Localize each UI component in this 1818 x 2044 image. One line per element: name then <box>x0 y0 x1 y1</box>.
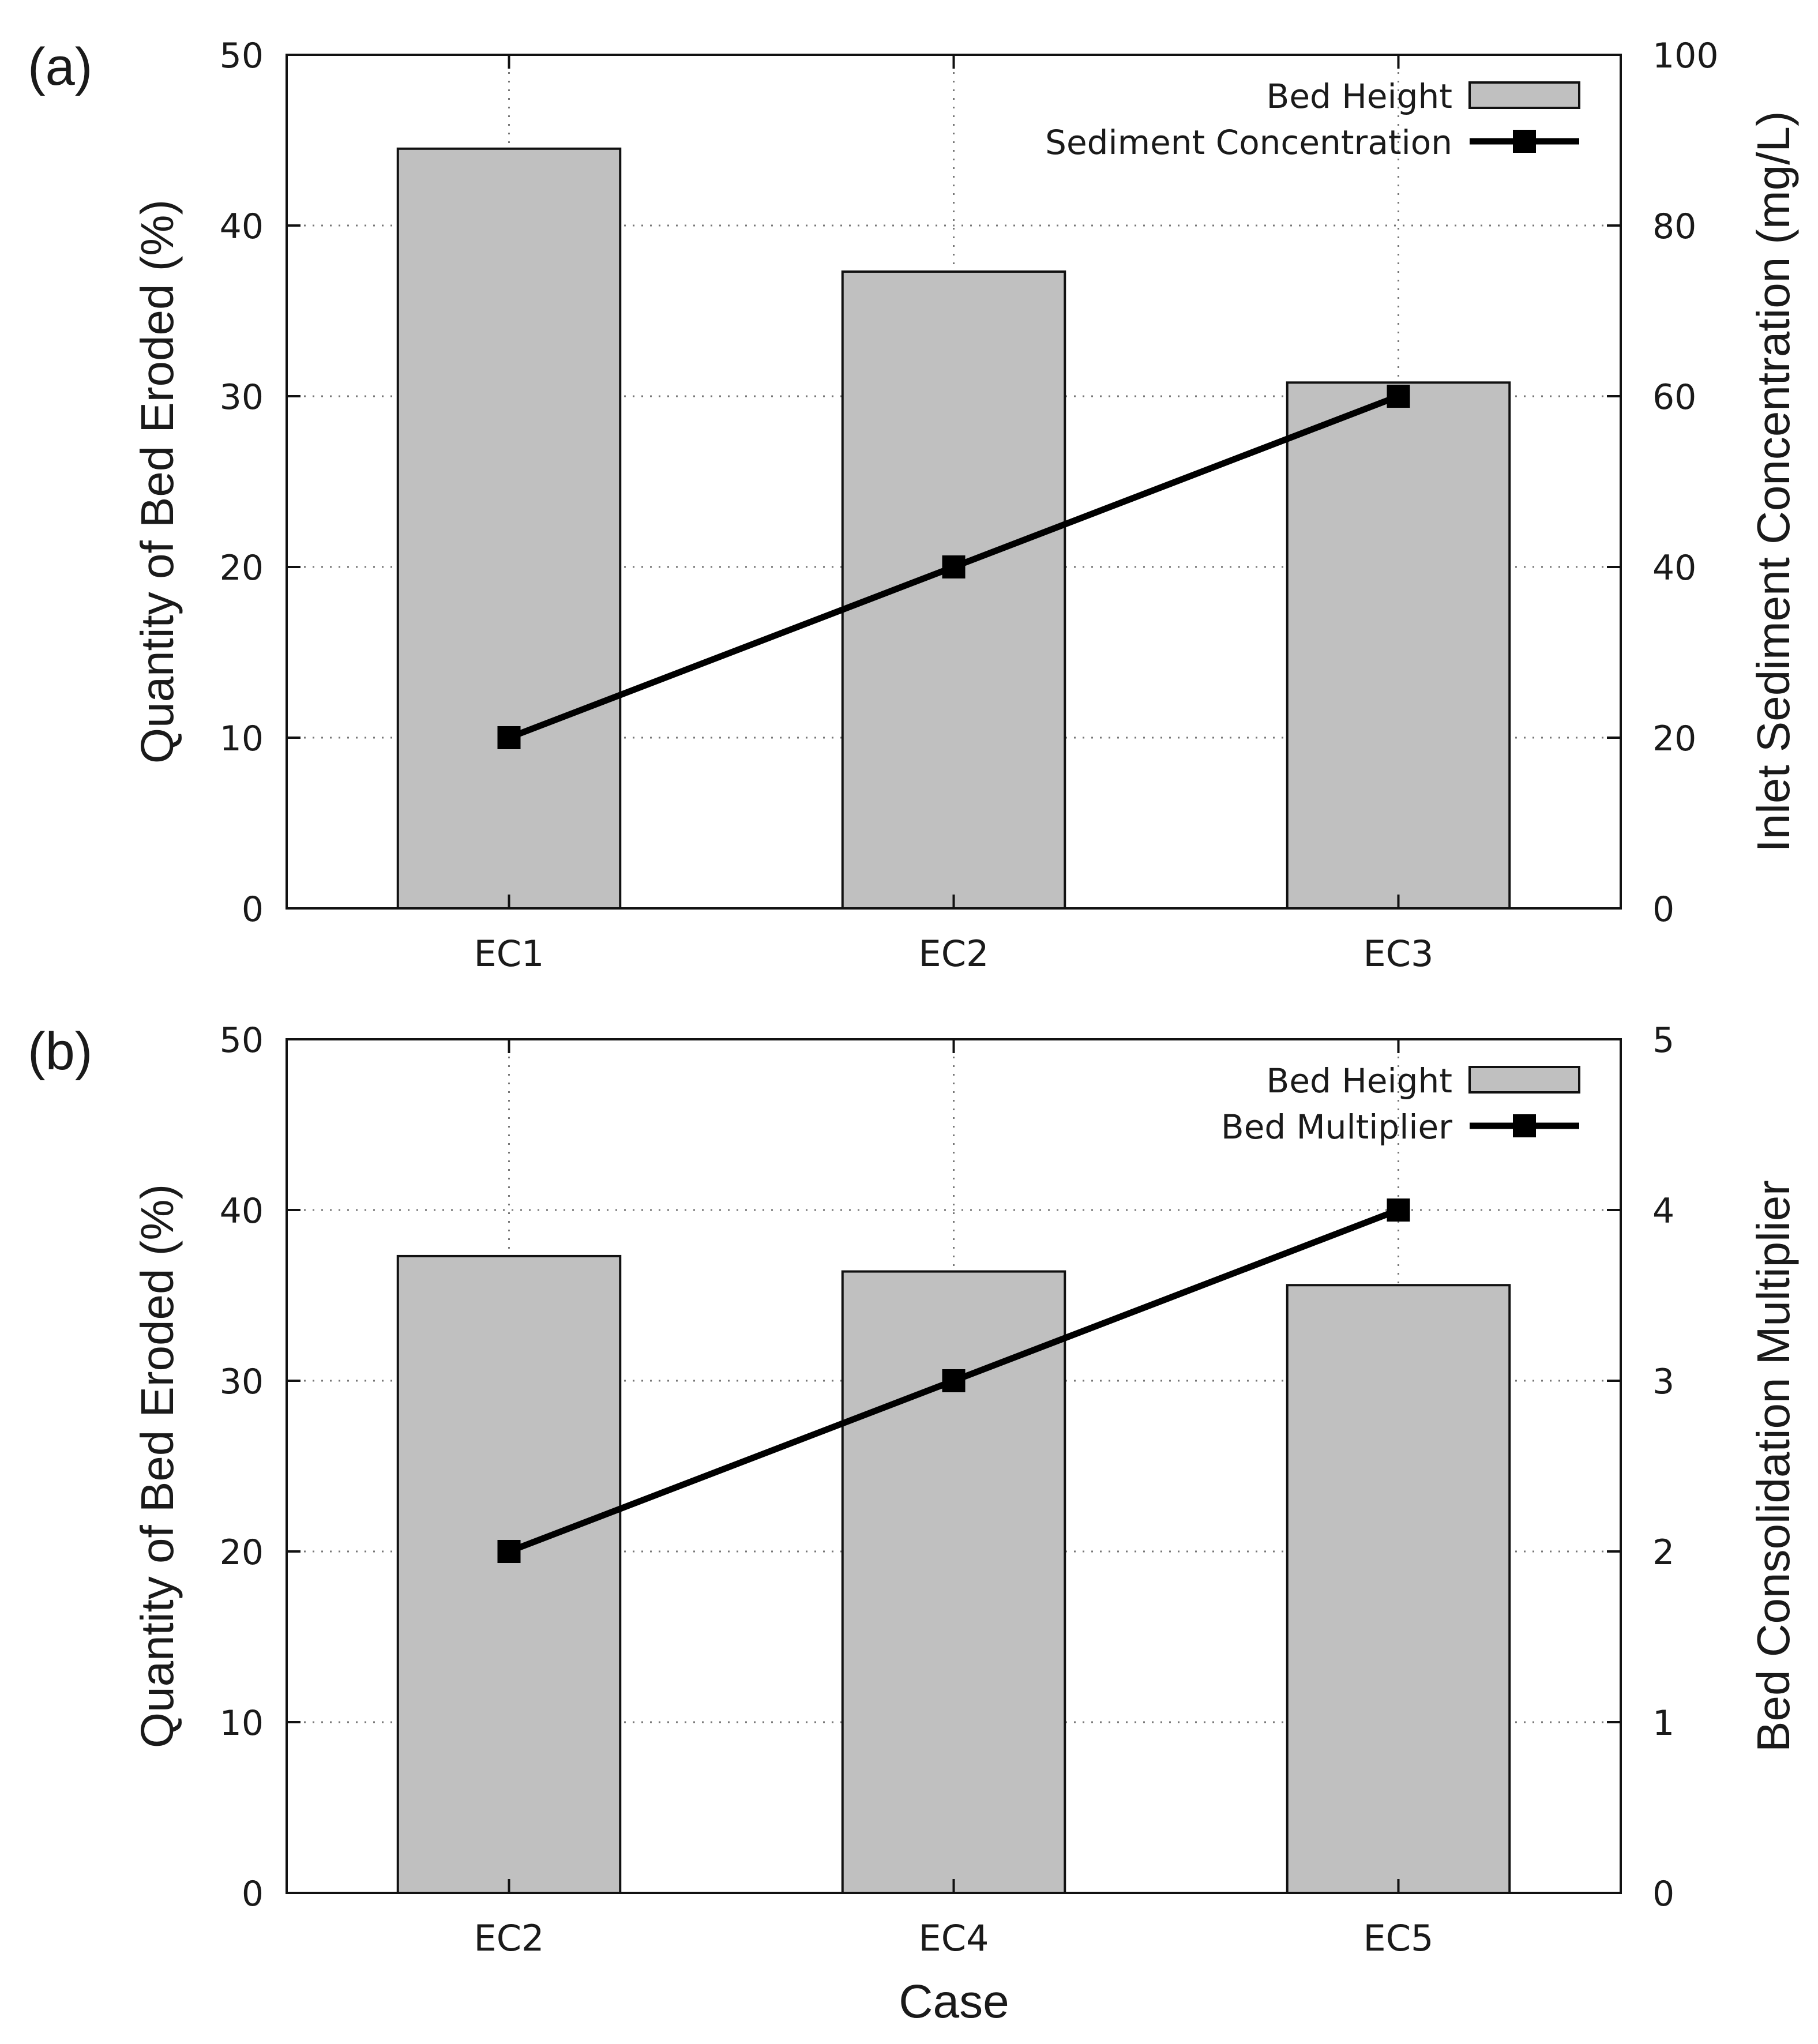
panel-a: 0 10 20 30 40 50 0 20 40 60 80 100 EC1 EC2 EC3 Bed Hei… <box>28 36 1799 975</box>
y-tick-label-right: 2 <box>1652 1532 1674 1573</box>
legend-swatch-marker <box>1513 130 1536 153</box>
legend: Bed Height Bed Multiplier <box>1221 1061 1580 1147</box>
bar <box>1286 1284 1511 1894</box>
y-tick-label-right: 100 <box>1652 36 1719 76</box>
x-tick-label: EC5 <box>1364 1917 1434 1959</box>
y-tick-label-right: 0 <box>1652 889 1674 930</box>
y-tick-label-right: 60 <box>1652 377 1696 418</box>
y-tick-label-right: 0 <box>1652 1874 1674 1914</box>
x-axis-label: Case <box>899 1975 1009 2028</box>
y-tick-label-left: 30 <box>220 1362 264 1402</box>
line-marker <box>497 1540 521 1563</box>
bar <box>841 1270 1066 1894</box>
y-tick-label-left: 50 <box>220 1020 264 1061</box>
x-tick-label: EC1 <box>474 933 544 975</box>
y-tick-label-left: 0 <box>242 1874 264 1914</box>
panel-label: (b) <box>28 1022 92 1081</box>
legend: Bed Height Sediment Concentration <box>1045 77 1580 162</box>
y-tick-label-left: 30 <box>220 377 264 418</box>
x-tick-label: EC4 <box>919 1917 989 1959</box>
panel-label: (a) <box>28 37 92 96</box>
y-tick-label-right: 5 <box>1652 1020 1674 1061</box>
y-tick-label-left: 20 <box>220 548 264 588</box>
y-tick-label-left: 20 <box>220 1532 264 1573</box>
y-tick-label-right: 4 <box>1652 1191 1674 1231</box>
y-tick-label-right: 80 <box>1652 206 1696 247</box>
legend-label-line: Sediment Concentration <box>1045 123 1452 162</box>
y-tick-label-right: 1 <box>1652 1703 1674 1744</box>
x-tick-label: EC3 <box>1364 933 1434 975</box>
legend-label-line: Bed Multiplier <box>1221 1107 1452 1147</box>
y-tick-label-left: 10 <box>220 719 264 759</box>
y-tick-label-left: 40 <box>220 206 264 247</box>
line-marker <box>497 726 521 749</box>
line-marker <box>1387 385 1410 408</box>
line-marker <box>942 555 966 578</box>
y-tick-label-left: 50 <box>220 36 264 76</box>
y-tick-label-left: 40 <box>220 1191 264 1231</box>
y-axis-label-left: Quantity of Bed Eroded (%) <box>132 200 183 764</box>
legend-swatch-marker <box>1513 1114 1536 1137</box>
y-axis-label-right: Inlet Sediment Concentration (mg/L) <box>1748 111 1799 852</box>
legend-label-bars: Bed Height <box>1267 1061 1452 1100</box>
bar <box>396 147 622 910</box>
y-tick-label-right: 40 <box>1652 548 1696 588</box>
legend-label-bars: Bed Height <box>1267 77 1452 116</box>
legend-swatch-bars <box>1468 1066 1580 1094</box>
y-tick-label-left: 0 <box>242 889 264 930</box>
y-axis-label-right: Bed Consolidation Multiplier <box>1748 1180 1799 1752</box>
bar <box>841 270 1066 910</box>
y-axis-label-left: Quantity of Bed Eroded (%) <box>132 1184 183 1748</box>
legend-swatch-bars <box>1468 81 1580 109</box>
line-marker <box>942 1369 966 1392</box>
line-marker <box>1387 1198 1410 1222</box>
x-tick-label: EC2 <box>919 933 989 975</box>
y-tick-label-left: 10 <box>220 1703 264 1744</box>
y-tick-label-right: 20 <box>1652 719 1696 759</box>
bar <box>396 1254 622 1894</box>
y-tick-label-right: 3 <box>1652 1362 1674 1402</box>
x-tick-label: EC2 <box>474 1917 544 1959</box>
bar <box>1286 381 1511 910</box>
